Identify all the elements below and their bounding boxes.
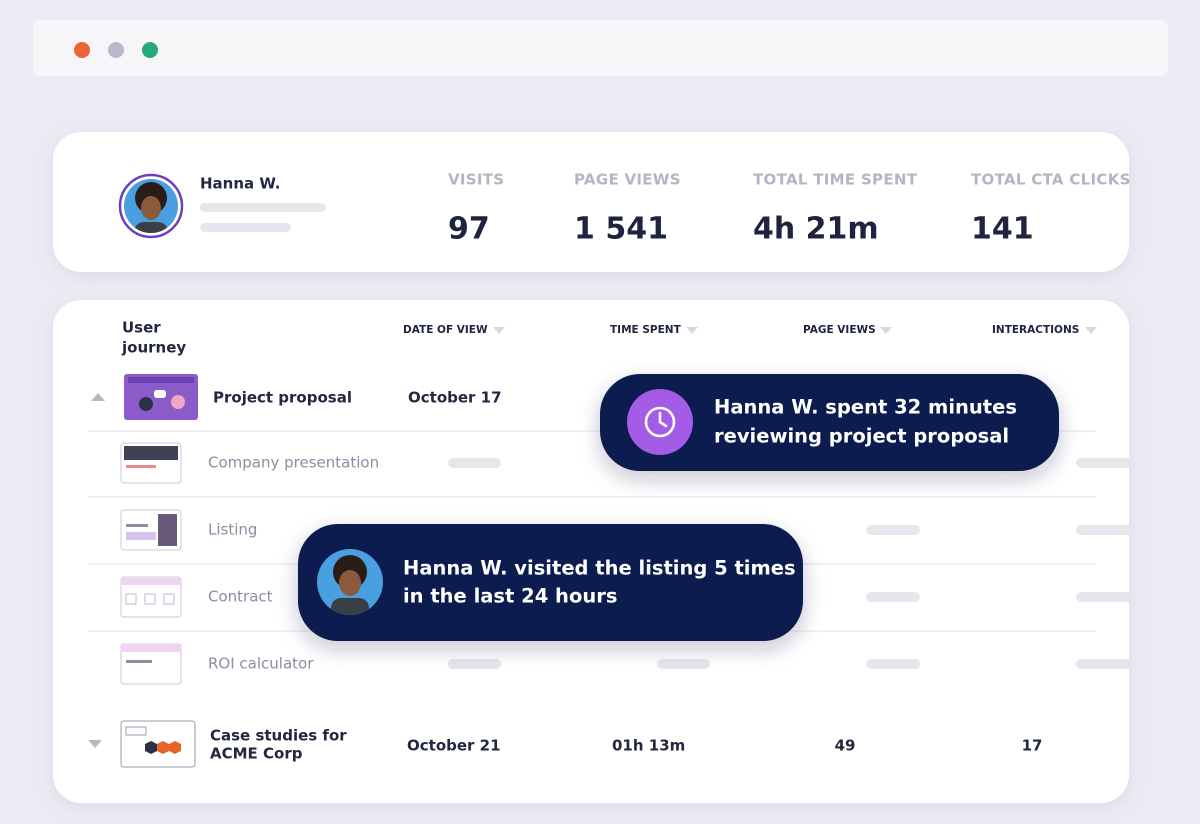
- stat-label: VISITS: [448, 171, 504, 189]
- thumbnail: [120, 576, 182, 618]
- window-dot[interactable]: [108, 42, 124, 58]
- placeholder: [448, 659, 501, 669]
- avatar: [124, 179, 178, 233]
- window-dot[interactable]: [142, 42, 158, 58]
- profile-card: [53, 132, 1129, 272]
- collapse-arrow[interactable]: [91, 393, 105, 401]
- row-title[interactable]: Contract: [208, 588, 273, 606]
- tooltip-text: in the last 24 hours: [403, 585, 617, 608]
- tooltip-text: Hanna W. visited the listing 5 times: [403, 557, 796, 580]
- thumbnail: [124, 374, 198, 420]
- column-header[interactable]: PAGE VIEWS: [803, 324, 876, 336]
- row-date: October 21: [407, 737, 501, 755]
- sort-caret[interactable]: [880, 327, 892, 334]
- table-title: journey: [121, 339, 186, 357]
- browser-bar: [33, 20, 1168, 76]
- placeholder: [200, 223, 291, 232]
- profile-name: Hanna W.: [200, 175, 280, 193]
- thumbnail: [120, 643, 182, 685]
- sort-caret[interactable]: [686, 327, 698, 334]
- placeholder: [866, 659, 920, 669]
- tooltip-text: Hanna W. spent 32 minutes: [714, 396, 1017, 419]
- row-title[interactable]: Company presentation: [208, 454, 379, 472]
- tooltip-text: reviewing project proposal: [714, 425, 1009, 448]
- thumbnail: [120, 720, 196, 768]
- placeholder: [448, 458, 501, 468]
- clock-icon: [644, 406, 676, 438]
- row-title[interactable]: ROI calculator: [208, 655, 314, 673]
- stat-value: 141: [971, 212, 1034, 247]
- tooltip: [298, 524, 803, 641]
- row-page-views: 49: [835, 737, 856, 755]
- row-title[interactable]: Project proposal: [213, 389, 352, 407]
- placeholder: [866, 592, 920, 602]
- column-header[interactable]: TIME SPENT: [610, 324, 682, 336]
- stat-value: 1 541: [574, 212, 668, 247]
- column-header[interactable]: DATE OF VIEW: [403, 324, 488, 336]
- expand-arrow[interactable]: [88, 740, 102, 748]
- row-title[interactable]: Case studies for: [210, 727, 347, 745]
- placeholder: [1076, 659, 1129, 669]
- window-dot[interactable]: [74, 42, 90, 58]
- table-title: User: [122, 319, 161, 337]
- placeholder: [657, 659, 710, 669]
- row-title[interactable]: ACME Corp: [210, 745, 303, 763]
- thumbnail: [120, 442, 182, 484]
- stat-label: PAGE VIEWS: [574, 171, 681, 189]
- sort-caret[interactable]: [493, 327, 505, 334]
- placeholder: [200, 203, 326, 212]
- placeholder: [1076, 525, 1129, 535]
- tooltip: [600, 374, 1059, 471]
- row-title[interactable]: Listing: [208, 521, 257, 539]
- stat-label: TOTAL CTA CLICKS: [971, 171, 1131, 189]
- placeholder: [866, 525, 920, 535]
- row-interactions: 17: [1022, 737, 1043, 755]
- row-date: October 17: [408, 389, 502, 407]
- stat-value: 4h 21m: [753, 212, 879, 247]
- stat-label: TOTAL TIME SPENT: [753, 171, 918, 189]
- thumbnail: [120, 509, 182, 551]
- sort-caret[interactable]: [1085, 327, 1097, 334]
- column-header[interactable]: INTERACTIONS: [992, 324, 1079, 336]
- stat-value: 97: [448, 212, 490, 247]
- placeholder: [1076, 458, 1129, 468]
- row-time-spent: 01h 13m: [612, 737, 685, 755]
- placeholder: [1076, 592, 1129, 602]
